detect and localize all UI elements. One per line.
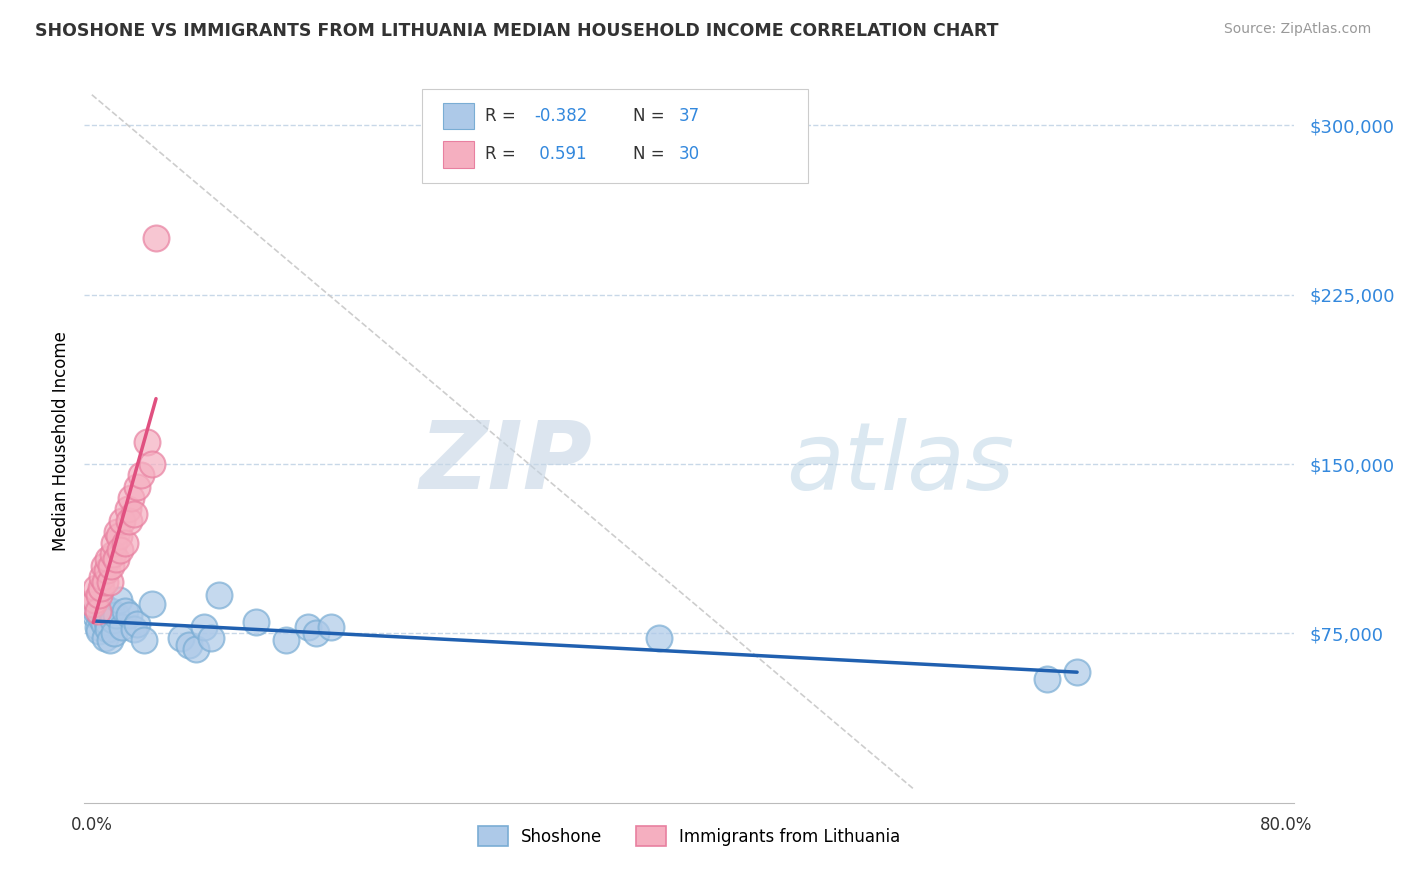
Point	[122, 622, 145, 636]
Point	[90, 582, 112, 596]
Point	[97, 622, 120, 636]
Point	[125, 617, 148, 632]
Point	[94, 574, 117, 589]
Point	[125, 480, 148, 494]
Point	[96, 563, 118, 577]
Point	[84, 582, 107, 596]
Point	[145, 231, 167, 245]
Point	[107, 592, 129, 607]
Point	[96, 615, 118, 630]
Point	[111, 514, 134, 528]
Point	[141, 597, 163, 611]
Text: N =: N =	[633, 107, 669, 125]
Point	[89, 624, 111, 639]
Y-axis label: Median Household Income: Median Household Income	[52, 332, 70, 551]
Point	[108, 542, 131, 557]
Point	[89, 588, 111, 602]
Text: R =: R =	[485, 107, 522, 125]
Point	[129, 468, 152, 483]
Point	[170, 631, 193, 645]
Text: SHOSHONE VS IMMIGRANTS FROM LITHUANIA MEDIAN HOUSEHOLD INCOME CORRELATION CHART: SHOSHONE VS IMMIGRANTS FROM LITHUANIA ME…	[35, 22, 998, 40]
Point	[98, 633, 121, 648]
Point	[132, 633, 155, 648]
Point	[87, 604, 110, 618]
Point	[100, 558, 122, 573]
Point	[105, 524, 128, 539]
Point	[98, 574, 121, 589]
Point	[1036, 672, 1059, 686]
Point	[107, 529, 129, 543]
Point	[103, 626, 125, 640]
Point	[100, 604, 122, 618]
Point	[117, 502, 139, 516]
Point	[94, 631, 117, 645]
Point	[245, 615, 267, 630]
Point	[114, 604, 136, 618]
Point	[91, 597, 114, 611]
Point	[93, 617, 115, 632]
Text: 37: 37	[679, 107, 700, 125]
Point	[97, 552, 120, 566]
Text: 30: 30	[679, 145, 700, 163]
Text: 0.591: 0.591	[534, 145, 586, 163]
Point	[114, 536, 136, 550]
Point	[93, 558, 115, 573]
Point	[84, 604, 107, 618]
Point	[648, 631, 671, 645]
Point	[101, 548, 124, 562]
Point	[186, 642, 208, 657]
Point	[141, 457, 163, 471]
Point	[305, 626, 328, 640]
Point	[208, 588, 231, 602]
Point	[82, 597, 104, 611]
Text: atlas: atlas	[786, 417, 1014, 508]
Text: N =: N =	[633, 145, 669, 163]
Point	[103, 536, 125, 550]
Point	[104, 608, 127, 623]
Text: ZIP: ZIP	[419, 417, 592, 509]
Point	[1066, 665, 1088, 679]
Point	[200, 631, 222, 645]
Point	[101, 613, 124, 627]
Point	[118, 608, 141, 623]
Text: R =: R =	[485, 145, 522, 163]
Point	[90, 610, 112, 624]
Point	[87, 620, 110, 634]
Point	[136, 434, 159, 449]
Point	[274, 633, 297, 648]
Point	[83, 608, 105, 623]
Point	[120, 491, 142, 505]
Point	[91, 570, 114, 584]
Point	[111, 620, 134, 634]
Point	[104, 552, 127, 566]
Point	[319, 620, 342, 634]
Point	[297, 620, 319, 634]
Text: Source: ZipAtlas.com: Source: ZipAtlas.com	[1223, 22, 1371, 37]
Point	[193, 620, 215, 634]
Point	[122, 507, 145, 521]
Point	[83, 592, 105, 607]
Text: -0.382: -0.382	[534, 107, 588, 125]
Legend: Shoshone, Immigrants from Lithuania: Shoshone, Immigrants from Lithuania	[471, 820, 907, 852]
Point	[118, 514, 141, 528]
Point	[177, 638, 200, 652]
